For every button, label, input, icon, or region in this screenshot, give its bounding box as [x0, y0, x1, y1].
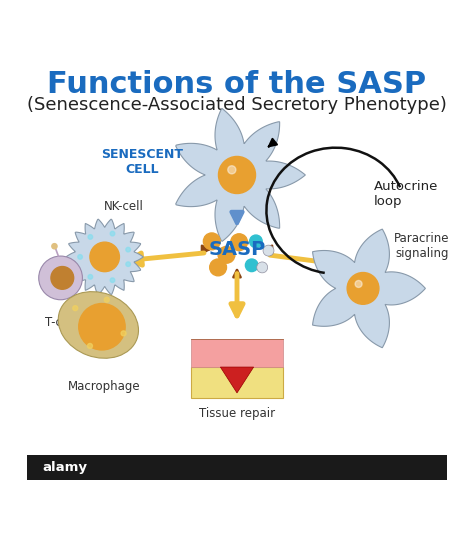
- Text: T-cell: T-cell: [45, 316, 76, 329]
- Text: Tissue repair: Tissue repair: [199, 407, 275, 420]
- Bar: [191, 339, 283, 367]
- Text: Autocrine
loop: Autocrine loop: [374, 180, 438, 208]
- Circle shape: [73, 306, 78, 310]
- Text: Functions of the SASP: Functions of the SASP: [47, 70, 427, 99]
- Circle shape: [79, 303, 125, 350]
- Text: (Senescence-Associated Secretory Phenotype): (Senescence-Associated Secretory Phenoty…: [27, 96, 447, 114]
- Circle shape: [250, 235, 262, 247]
- Circle shape: [52, 244, 57, 249]
- Text: Macrophage: Macrophage: [68, 379, 141, 392]
- Circle shape: [110, 231, 115, 236]
- Bar: [191, 367, 283, 398]
- Circle shape: [347, 273, 379, 305]
- Circle shape: [203, 233, 220, 250]
- Circle shape: [88, 274, 92, 279]
- Text: SENESCENT
CELL: SENESCENT CELL: [101, 148, 183, 176]
- Polygon shape: [220, 367, 254, 393]
- Circle shape: [90, 242, 119, 272]
- Circle shape: [218, 246, 235, 263]
- Circle shape: [210, 259, 227, 276]
- Circle shape: [257, 262, 268, 273]
- Circle shape: [126, 247, 130, 252]
- Circle shape: [263, 245, 274, 256]
- Text: alamy: alamy: [42, 461, 87, 474]
- Circle shape: [355, 280, 362, 287]
- Circle shape: [51, 267, 73, 289]
- Text: SASP: SASP: [209, 240, 265, 259]
- Circle shape: [39, 256, 82, 300]
- Text: Paracrine
signaling: Paracrine signaling: [394, 232, 449, 260]
- Circle shape: [78, 254, 82, 259]
- Bar: [27, 455, 447, 480]
- Circle shape: [121, 331, 126, 336]
- Text: NK-cell: NK-cell: [104, 200, 144, 213]
- Circle shape: [231, 234, 247, 251]
- Polygon shape: [176, 109, 305, 241]
- Circle shape: [219, 156, 255, 194]
- Circle shape: [88, 234, 92, 239]
- Circle shape: [246, 259, 258, 272]
- Circle shape: [104, 297, 109, 302]
- Ellipse shape: [58, 292, 138, 358]
- Polygon shape: [66, 219, 143, 295]
- Polygon shape: [312, 229, 425, 348]
- Circle shape: [88, 343, 92, 348]
- Circle shape: [110, 278, 115, 282]
- Circle shape: [126, 262, 130, 266]
- Circle shape: [228, 165, 236, 174]
